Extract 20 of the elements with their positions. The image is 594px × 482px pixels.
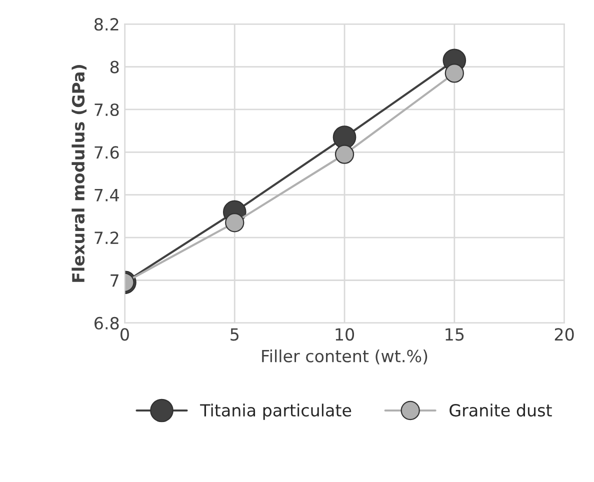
x-tick-label: 0 <box>120 328 129 341</box>
x-tick-label: 20 <box>554 328 574 341</box>
y-tick-label: 7.6 <box>94 146 119 159</box>
y-tick-label: 8 <box>110 60 119 74</box>
point <box>334 144 354 164</box>
point <box>444 64 464 83</box>
y-axis-title: Flexural modulus (GPa) <box>72 65 87 282</box>
y-tick-label: 7.8 <box>94 103 119 116</box>
x-tick-label: 10 <box>336 328 354 341</box>
point <box>332 126 356 149</box>
y-tick-label: 8.2 <box>94 18 118 31</box>
y-tick-label: 6.8 <box>94 316 119 330</box>
x-tick-label: 5 <box>230 328 238 341</box>
x-axis-title: Filler content (wt.%) <box>262 349 428 364</box>
legend-label: Granite dust <box>450 404 552 417</box>
y-tick-label: 7.2 <box>94 232 118 244</box>
x-tick-label: 15 <box>446 328 464 341</box>
legend-label: Titania particulate <box>200 404 352 420</box>
y-tick-label: 7.4 <box>94 189 119 202</box>
y-tick-label: 7 <box>110 274 118 287</box>
